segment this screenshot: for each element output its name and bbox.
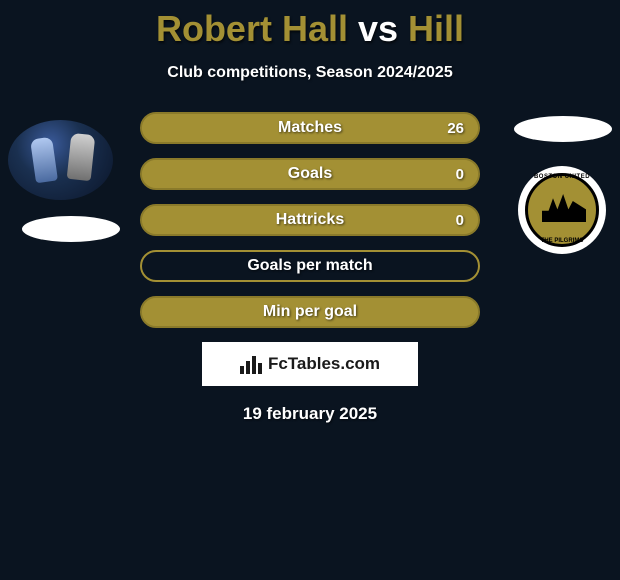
stat-value: 26 [447, 120, 464, 137]
bar-chart-icon [240, 354, 262, 374]
player2-club-logo: BOSTON UNITED THE PILGRIMS [518, 166, 606, 254]
player1-avatar [8, 120, 113, 200]
stat-label: Hattricks [276, 211, 344, 229]
fctables-logo[interactable]: FcTables.com [202, 342, 418, 386]
fctables-text: FcTables.com [268, 354, 380, 374]
stat-bar-goals-per-match: Goals per match [140, 250, 480, 282]
player2-avatar [514, 116, 612, 142]
badge-top-text: BOSTON UNITED [528, 174, 596, 180]
comparison-content: BOSTON UNITED THE PILGRIMS Matches 26 Goal… [0, 112, 620, 424]
stat-bar-matches: Matches 26 [140, 112, 480, 144]
stat-bars: Matches 26 Goals 0 Hattricks 0 Goals per match… [140, 112, 480, 328]
stat-label: Goals per match [247, 257, 372, 275]
stat-bar-hattricks: Hattricks 0 [140, 204, 480, 236]
stat-bar-goals: Goals 0 [140, 158, 480, 190]
boston-united-badge: BOSTON UNITED THE PILGRIMS [525, 173, 599, 247]
stat-bar-min-per-goal: Min per goal [140, 296, 480, 328]
stat-value: 0 [456, 212, 464, 229]
stat-value: 0 [456, 166, 464, 183]
stat-label: Matches [278, 119, 342, 137]
player1-club-logo [22, 216, 120, 242]
date-label: 19 february 2025 [0, 404, 620, 424]
stat-label: Min per goal [263, 303, 357, 321]
page-title: Robert Hall vs Hill [0, 0, 620, 50]
subtitle: Club competitions, Season 2024/2025 [0, 64, 620, 82]
badge-bottom-text: THE PILGRIMS [528, 238, 596, 244]
stat-label: Goals [288, 165, 332, 183]
